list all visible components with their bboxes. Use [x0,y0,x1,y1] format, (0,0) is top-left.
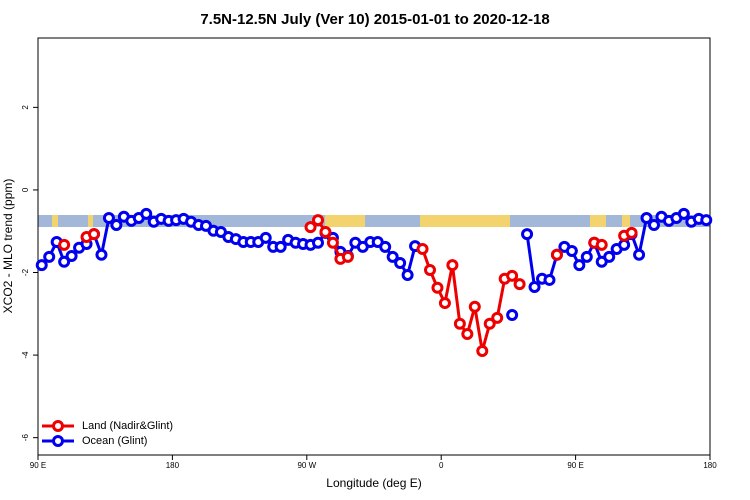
point [58,255,71,268]
point [640,212,653,225]
point [58,238,71,251]
point [88,228,100,241]
point [461,328,474,341]
point [424,264,436,277]
x-tick-label: 90 E [30,461,46,470]
y-tick-label: -2 [21,268,30,276]
point [580,250,593,263]
y-tick-label: 0 [21,187,30,192]
point [431,281,444,294]
chart-title: 7.5N-12.5N July (Ver 10) 2015-01-01 to 2… [200,11,549,28]
point [573,259,586,272]
land-patch [325,215,365,227]
point [491,311,504,324]
point [625,226,638,239]
land-patch [52,215,58,227]
point [65,249,78,262]
point [110,219,123,232]
x-tick-label: 0 [439,461,444,470]
point [319,226,332,239]
x-tick-label: 180 [703,461,717,470]
point [506,269,519,282]
legend-marker [52,435,64,447]
point [446,259,459,272]
point [543,273,556,286]
point [140,207,153,220]
point [513,278,526,291]
y-tick-label: -4 [21,351,30,359]
point [95,248,108,261]
point [506,309,519,322]
x-tick-label: 90 W [297,461,316,470]
point [274,240,287,253]
x-tick-label: 180 [166,461,180,470]
point [453,317,466,330]
point [401,268,414,281]
y-axis-label: XCO2 - MLO trend (ppm) [1,179,15,314]
point [438,297,451,310]
point [35,259,48,272]
point [633,248,646,261]
plot-frame [37,37,711,456]
point [386,250,399,263]
point [326,236,339,249]
land-patch [420,215,510,227]
land-patch [622,215,630,227]
point [312,236,324,249]
point [394,257,407,270]
y-tick-label: 2 [21,105,30,110]
point [550,248,563,261]
x-tick-label: 90 E [567,461,583,470]
x-axis-label: Longitude (deg E) [326,476,421,490]
point [700,214,713,227]
point [416,242,429,255]
point [677,207,690,220]
point [648,219,660,232]
point [341,250,354,263]
point [521,228,534,241]
point [304,221,317,234]
point [102,212,115,225]
y-tick-label: -6 [21,434,30,442]
point [312,214,324,227]
point [379,240,392,253]
point [476,344,489,357]
point [565,245,578,258]
legend-label: Land (Nadir&Glint) [82,420,173,432]
land-patch [590,215,606,227]
legend-marker [52,420,64,432]
point [43,250,56,263]
point [259,231,272,244]
point [483,317,496,330]
point [603,250,616,263]
point [528,280,541,293]
point [468,300,481,313]
legend-label: Ocean (Glint) [82,435,147,447]
point [595,238,608,251]
land-patch [88,215,93,227]
